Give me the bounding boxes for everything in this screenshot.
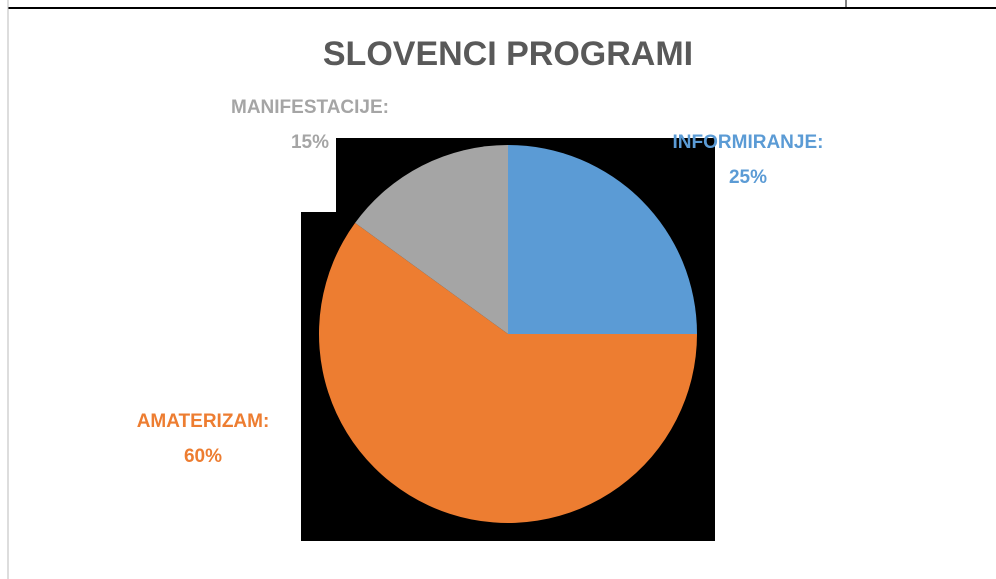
- slice-label: MANIFESTACIJE:: [231, 97, 389, 118]
- slice-label: INFORMIRANJE:: [673, 132, 824, 153]
- value-label: 25%: [729, 167, 767, 188]
- pie-slice: [508, 145, 697, 334]
- chart-title: SLOVENCI PROGRAMI: [323, 35, 693, 73]
- value-label: 15%: [291, 132, 329, 153]
- pie-slice: [355, 145, 508, 334]
- pie-slice: [319, 222, 697, 523]
- value-label: 60%: [184, 446, 222, 467]
- slice-label: AMATERIZAM:: [137, 411, 270, 432]
